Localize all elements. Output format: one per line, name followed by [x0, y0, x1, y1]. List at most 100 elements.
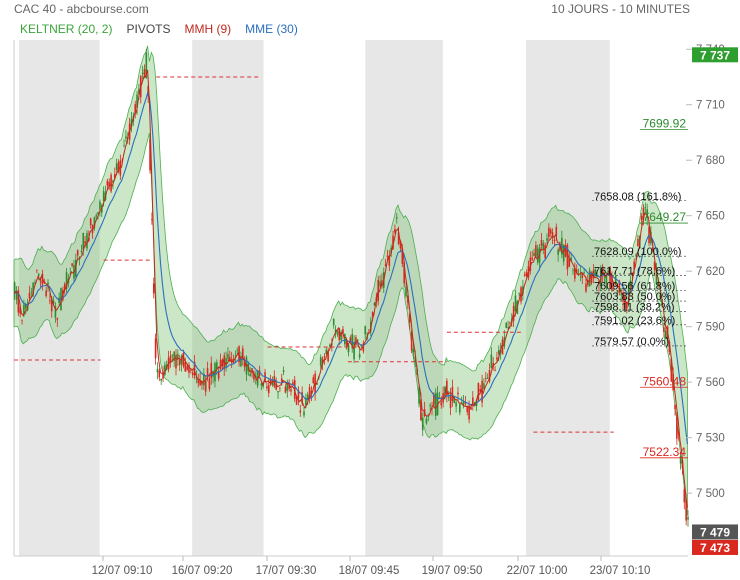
x-tick-label: 12/07 09:10	[92, 565, 153, 577]
candle-body	[653, 261, 656, 271]
candle-body	[97, 212, 99, 214]
candle-body	[134, 104, 136, 114]
candle-body	[84, 241, 86, 244]
candle-body	[451, 386, 454, 401]
indicator-lines	[13, 69, 688, 508]
candle-body	[536, 248, 539, 263]
candle-body	[564, 244, 567, 257]
candle-body	[17, 290, 20, 313]
candle-body	[620, 293, 623, 296]
candle-body	[431, 407, 433, 409]
price-tag-box	[692, 524, 738, 540]
candle-body	[160, 378, 162, 381]
x-tick-label: 19/07 09:50	[422, 565, 483, 577]
candle-body	[568, 258, 571, 267]
candle-body	[531, 257, 533, 260]
candle-body	[310, 390, 313, 394]
candle-body	[377, 279, 380, 301]
candle-body	[566, 244, 569, 270]
candle-body	[512, 306, 515, 321]
candle-body	[397, 232, 400, 244]
legend-mme[interactable]: MME (30)	[245, 22, 298, 36]
candle-body	[149, 139, 151, 171]
candle-body	[193, 361, 196, 376]
legend-mmh[interactable]: MMH (9)	[184, 22, 232, 36]
chart-title: CAC 40 - abcbourse.com	[14, 2, 149, 16]
candle-body	[488, 370, 491, 382]
fib-label: 7609.56 (61.8%)	[594, 280, 675, 292]
candle-body	[110, 174, 112, 192]
candle-body	[269, 378, 272, 385]
candle-body	[151, 219, 153, 221]
keltner-area	[13, 45, 688, 516]
candle-body	[609, 267, 611, 288]
candle-body	[227, 354, 229, 359]
candle-body	[540, 239, 543, 246]
legend-keltner[interactable]: KELTNER (20, 2)	[20, 22, 113, 36]
y-tick-label: 7 620	[696, 266, 725, 278]
candle-body	[440, 402, 443, 406]
candle-body	[657, 284, 660, 286]
candle-body	[43, 281, 46, 282]
candle-body	[297, 390, 300, 399]
candle-body	[447, 396, 450, 398]
candle-body	[76, 249, 79, 256]
period-selector[interactable]: 10 JOURS - 10 MINUTES	[551, 2, 690, 16]
legend-pivots[interactable]: PIVOTS	[126, 22, 171, 36]
candle-body	[553, 239, 556, 242]
fib-label: 7658.08 (161.8%)	[594, 191, 681, 203]
candle-body	[162, 371, 164, 379]
candle-body	[99, 201, 101, 210]
candle-body	[551, 232, 554, 238]
candle-body	[679, 455, 682, 464]
candle-body	[444, 386, 446, 397]
y-tick-label: 7 560	[696, 377, 725, 389]
candle-body	[459, 404, 461, 413]
candle-body	[483, 383, 485, 389]
candle-body	[685, 500, 687, 521]
candle-body	[505, 322, 508, 328]
candle-body	[125, 136, 127, 139]
candle-body	[455, 402, 457, 407]
candle-body	[327, 350, 329, 362]
price-label: 7560.48	[643, 374, 687, 388]
candle-body	[618, 280, 621, 293]
candle-body	[295, 396, 298, 405]
candle-body	[485, 377, 487, 379]
price-tags: 7 737 7 479 7 473	[692, 47, 738, 555]
candle-body	[251, 368, 253, 374]
price-tag-box	[692, 47, 738, 63]
price-tag-label: 7 479	[700, 525, 730, 539]
candle-body	[407, 295, 409, 303]
candle-body	[687, 517, 689, 520]
candle-body	[420, 399, 422, 421]
candle-body	[54, 306, 57, 318]
candle-body	[342, 328, 344, 334]
candle-body	[282, 370, 285, 372]
candle-body	[585, 283, 587, 292]
candle-body	[82, 232, 85, 250]
candle-body	[325, 349, 328, 354]
candle-body	[306, 394, 309, 399]
candle-body	[449, 394, 452, 409]
candle-body	[479, 389, 482, 392]
y-tick-label: 7 680	[696, 155, 725, 167]
candle-body	[596, 275, 598, 277]
candle-body	[275, 383, 277, 390]
candle-body	[559, 243, 561, 252]
candle-body	[607, 270, 610, 272]
candle-body	[362, 343, 365, 352]
candle-body	[611, 277, 613, 291]
candle-body	[549, 229, 552, 234]
candle-body	[633, 261, 636, 270]
candle-body	[477, 383, 480, 401]
candle-body	[158, 370, 161, 378]
candle-body	[217, 371, 220, 379]
candle-body	[574, 267, 576, 279]
candle-body	[171, 355, 174, 357]
candle-body	[37, 274, 40, 276]
candle-body	[115, 163, 118, 170]
candle-body	[206, 368, 209, 377]
candle-body	[548, 227, 550, 237]
